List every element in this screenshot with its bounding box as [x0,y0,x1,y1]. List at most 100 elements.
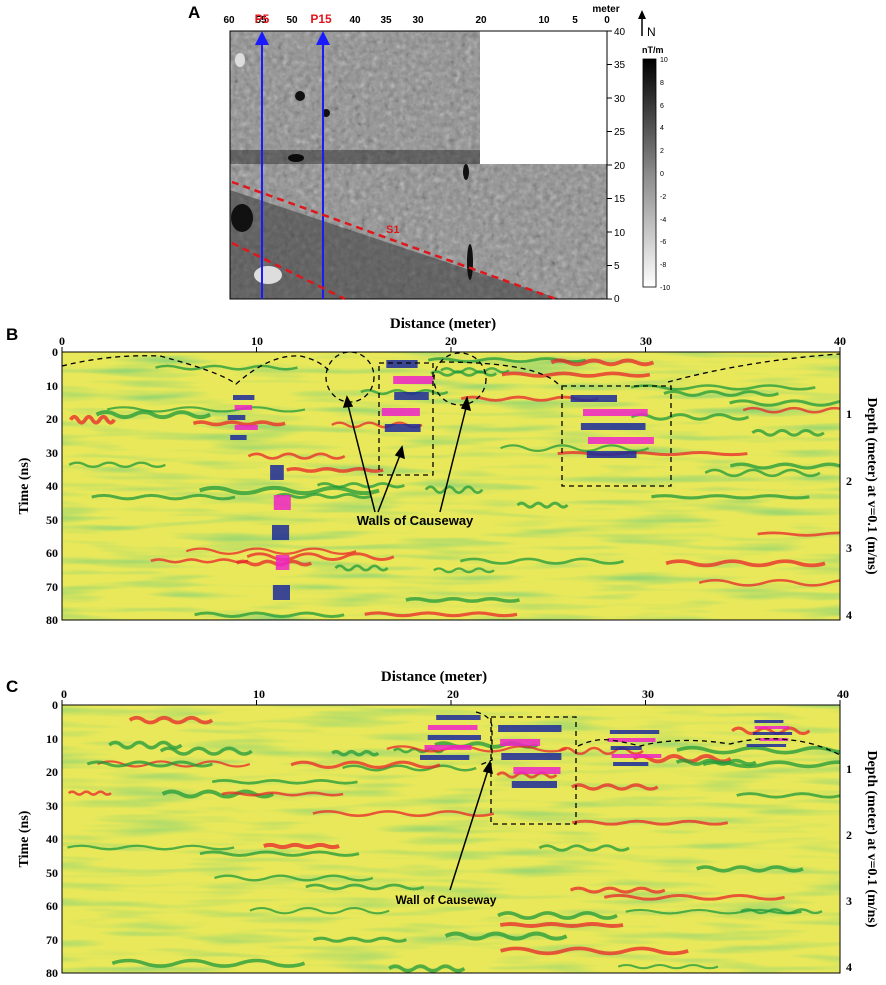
reflector-stripe [313,936,407,943]
reflector-stripe [538,844,630,852]
strong-reflection [270,465,284,480]
colorbar-tick: -4 [660,217,666,224]
reflector-stripe [500,946,689,956]
reflector-stripe [501,371,651,378]
reflector-stripe [386,745,567,753]
depth-tick: 2 [846,828,852,842]
reflector-stripe [729,462,840,470]
y-tick: 80 [46,966,58,980]
s1-lower-line [231,241,346,301]
strong-reflection [609,730,660,734]
strong-reflection [424,745,472,750]
strong-reflection [233,395,255,400]
s1-label: S1 [386,224,399,236]
map-right-axis: 40 35 30 25 20 15 10 5 0 [606,27,626,305]
radargram-b-reflectors [68,357,840,619]
y-tick: 20 [46,765,58,779]
strong-reflection [611,754,662,758]
profile-p15-label: P15 [310,12,332,26]
reflector-stripe [632,754,732,764]
reflector-stripe [603,894,785,901]
reflector-stripe [617,963,719,970]
radargram-b [62,352,840,620]
y-tick: 40 [46,479,58,493]
y-tick: 0 [52,698,58,712]
profile-p5-label: P5 [255,12,270,26]
colorbar-tick: -2 [660,194,666,201]
panel-a-letter: A [188,3,200,22]
strong-reflection [613,762,649,766]
s1-upper-line [231,180,557,301]
map-x-unit: meter [592,4,619,15]
reflector-stripe [286,466,384,473]
reflector-stripe [757,531,840,537]
panel-c-x-axis: 0 10 20 30 40 [61,687,849,705]
reflector-stripe [108,740,183,750]
s1-anomaly: S1 [231,180,557,301]
reflector-stripe [569,886,666,894]
map-x-tick: 40 [349,15,361,26]
strong-reflection [754,726,790,729]
wall-outline [433,352,487,406]
panel-c-letter: C [6,677,18,696]
map-y-tick: 10 [614,228,626,239]
reflector-stripe [424,485,484,495]
reflector-stripe [246,552,395,561]
y-tick: 10 [46,732,58,746]
depth-tick: 1 [846,762,852,776]
reflector-stripe [731,726,811,736]
strong-reflection [386,360,418,368]
reflector-stripe [334,564,389,572]
reflector-stripe [675,758,757,766]
reflector-stripe [185,547,357,555]
strong-reflection [427,735,481,740]
reflector-stripe [331,749,380,757]
x-tick: 10 [251,334,263,348]
strong-reflection [752,732,793,735]
reflector-stripe [342,764,477,772]
strong-reflection [420,755,470,760]
reflector-stripe [316,482,406,489]
wall-outline [475,711,493,766]
reflector-stripe [695,865,804,873]
profile-p5-arrow [255,31,269,45]
panel-c-title: Distance (meter) [381,669,487,685]
panel-b: B Distance (meter) Walls of Causeway 0 [6,316,879,627]
strong-reflection [272,585,290,600]
strong-reflection [511,781,557,788]
strong-reflection [570,395,617,402]
radargram-c [62,705,840,973]
reflector-stripe [235,559,313,567]
x-tick: 20 [447,687,459,701]
y-tick: 50 [46,866,58,880]
reflector-stripe [221,791,344,797]
reflector-stripe [558,746,644,755]
reflector-stripe [405,597,520,603]
reflector-stripe [557,451,748,457]
depth-tick: 2 [846,474,852,488]
surface-dashed-line [577,738,841,756]
strong-reflection [393,376,434,384]
reflector-stripe [68,414,116,425]
reflector-stripe [625,908,802,915]
colorbar-tick: -10 [660,285,670,292]
y-tick: 80 [46,613,58,627]
strong-reflection [501,753,562,760]
y-tick: 10 [46,379,58,393]
panel-b-y-axis: Time (ns) 0 10 20 30 40 50 60 70 80 [17,345,58,627]
reflector-stripe [95,410,212,420]
reflector-stripe [199,850,360,857]
map-x-tick: 20 [475,15,487,26]
strong-reflection [498,725,562,732]
reflector-stripe [159,746,253,756]
reflector-stripe [312,810,495,817]
reflector-stripe [698,578,840,587]
reflector-stripe [440,367,510,374]
map-y-tick: 20 [614,161,626,172]
reflector-stripe [111,958,306,968]
feature-outline [561,385,672,487]
map-y-tick: 5 [614,261,620,272]
strong-reflection [272,525,290,540]
reflector-stripe [106,406,306,413]
x-tick: 30 [642,687,654,701]
